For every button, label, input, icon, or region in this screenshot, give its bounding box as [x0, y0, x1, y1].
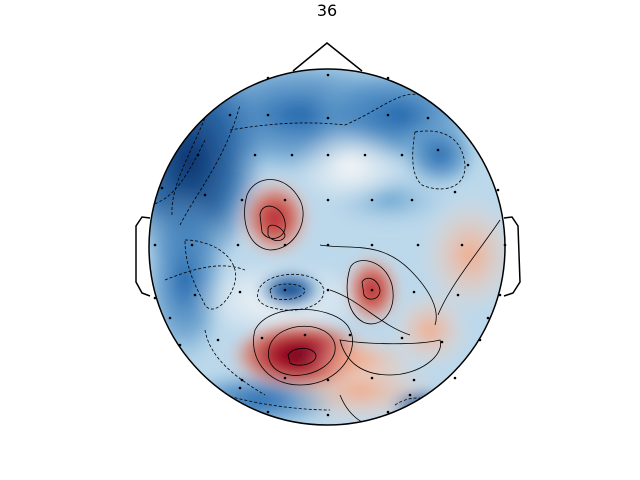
- sensor-point: [283, 243, 287, 247]
- sensor-point: [456, 293, 460, 297]
- right-ear-outline: [503, 216, 521, 297]
- sensor-point: [416, 243, 420, 247]
- sensor-point: [326, 288, 330, 292]
- sensor-point: [370, 243, 374, 247]
- sensor-point: [326, 73, 330, 77]
- sensor-point: [240, 378, 244, 382]
- sensor-point: [386, 113, 390, 117]
- sensor-point: [290, 153, 294, 157]
- sensor-point: [283, 198, 287, 202]
- sensor-point: [370, 198, 374, 202]
- sensor-point: [326, 116, 330, 120]
- sensor-point: [400, 153, 404, 157]
- sensor-point: [253, 153, 257, 157]
- sensor-point: [228, 113, 232, 117]
- sensor-point: [370, 376, 374, 380]
- sensor-point: [486, 316, 490, 320]
- sensor-point: [412, 378, 416, 382]
- sensor-point: [326, 243, 330, 247]
- sensor-point: [203, 193, 207, 197]
- nose-outline: [292, 42, 363, 72]
- sensor-point: [408, 393, 412, 397]
- sensor-point: [240, 198, 244, 202]
- sensor-point: [400, 336, 404, 340]
- sensor-point: [260, 336, 264, 340]
- sensor-point: [283, 376, 287, 380]
- sensor-point: [153, 243, 157, 247]
- sensor-point: [348, 333, 352, 337]
- sensor-point: [370, 288, 374, 292]
- sensor-point: [496, 188, 500, 192]
- sensor-point: [412, 290, 416, 294]
- plot-title: 36: [317, 1, 337, 20]
- sensor-point: [193, 293, 197, 297]
- sensor-point: [168, 316, 172, 320]
- sensor-point: [410, 198, 414, 202]
- sensor-point: [453, 376, 457, 380]
- sensor-point: [326, 413, 330, 417]
- sensor-point: [303, 333, 307, 337]
- sensor-point: [196, 153, 200, 157]
- sensor-point: [363, 153, 367, 157]
- sensor-point: [466, 163, 470, 167]
- sensor-point: [440, 340, 444, 344]
- sensor-point: [386, 410, 390, 414]
- topomap-field: [149, 69, 505, 425]
- sensor-point: [266, 113, 270, 117]
- sensor-point: [190, 243, 194, 247]
- sensor-point: [386, 76, 390, 80]
- sensor-point: [238, 290, 242, 294]
- head-outline: [135, 42, 521, 426]
- sensor-point: [436, 148, 440, 152]
- sensor-point: [216, 338, 220, 342]
- sensor-point: [453, 190, 457, 194]
- sensor-point: [238, 386, 242, 390]
- left-ear-outline: [135, 216, 151, 297]
- sensor-point: [326, 153, 330, 157]
- sensor-point: [460, 243, 464, 247]
- sensor-point: [426, 116, 430, 120]
- sensor-point: [283, 288, 287, 292]
- sensor-point: [266, 410, 270, 414]
- sensor-point: [236, 243, 240, 247]
- sensor-point: [326, 198, 330, 202]
- sensor-point: [160, 186, 164, 190]
- sensor-point: [326, 378, 330, 382]
